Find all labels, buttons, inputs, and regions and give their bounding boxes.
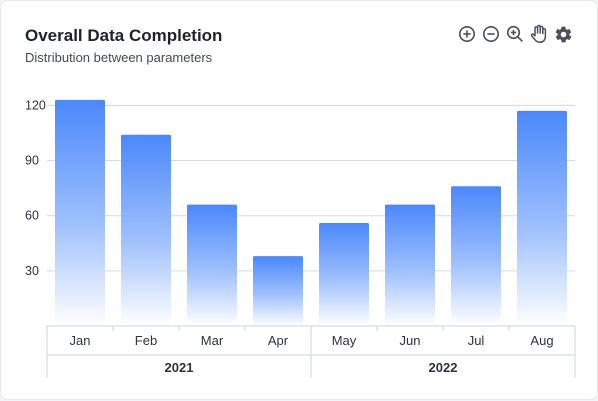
settings-gear-icon[interactable]	[553, 23, 573, 45]
y-tick-label: 90	[25, 154, 39, 168]
zoom-in-icon[interactable]	[457, 23, 477, 45]
zoom-out-icon[interactable]	[481, 23, 501, 45]
x-tick-label: Jul	[468, 333, 485, 348]
y-tick-label: 120	[25, 98, 46, 112]
bar-mar[interactable]	[187, 204, 237, 326]
bar-may[interactable]	[319, 223, 369, 326]
x-tick-label: Mar	[201, 333, 224, 348]
y-axis-ticks: 30 60 90 120	[25, 98, 46, 277]
x-tick-label: Apr	[268, 333, 289, 348]
bars	[55, 99, 567, 327]
bar-aug[interactable]	[517, 110, 567, 327]
bar-jan[interactable]	[55, 99, 105, 326]
x-group-label: 2021	[165, 360, 194, 375]
chart-toolbar	[457, 23, 573, 45]
pan-hand-icon[interactable]	[529, 23, 549, 45]
zoom-reset-icon[interactable]	[505, 23, 525, 45]
x-group-label: 2022	[429, 360, 458, 375]
x-tick-label: May	[332, 333, 357, 348]
bar-jun[interactable]	[385, 204, 435, 326]
bar-apr[interactable]	[253, 256, 303, 326]
chart-subtitle: Distribution between parameters	[25, 50, 213, 65]
x-tick-label: Feb	[135, 333, 157, 348]
x-tick-label: Jan	[70, 333, 91, 348]
y-tick-label: 60	[25, 209, 39, 223]
x-tick-label: Jun	[400, 333, 421, 348]
x-axis: Jan Feb Mar Apr May Jun Jul Aug 2021 2022	[46, 325, 576, 377]
x-tick-label: Aug	[530, 333, 553, 348]
y-tick-label: 30	[25, 264, 39, 278]
bar-feb[interactable]	[121, 134, 171, 326]
bar-jul[interactable]	[451, 186, 501, 326]
chart-title: Overall Data Completion	[25, 26, 223, 45]
